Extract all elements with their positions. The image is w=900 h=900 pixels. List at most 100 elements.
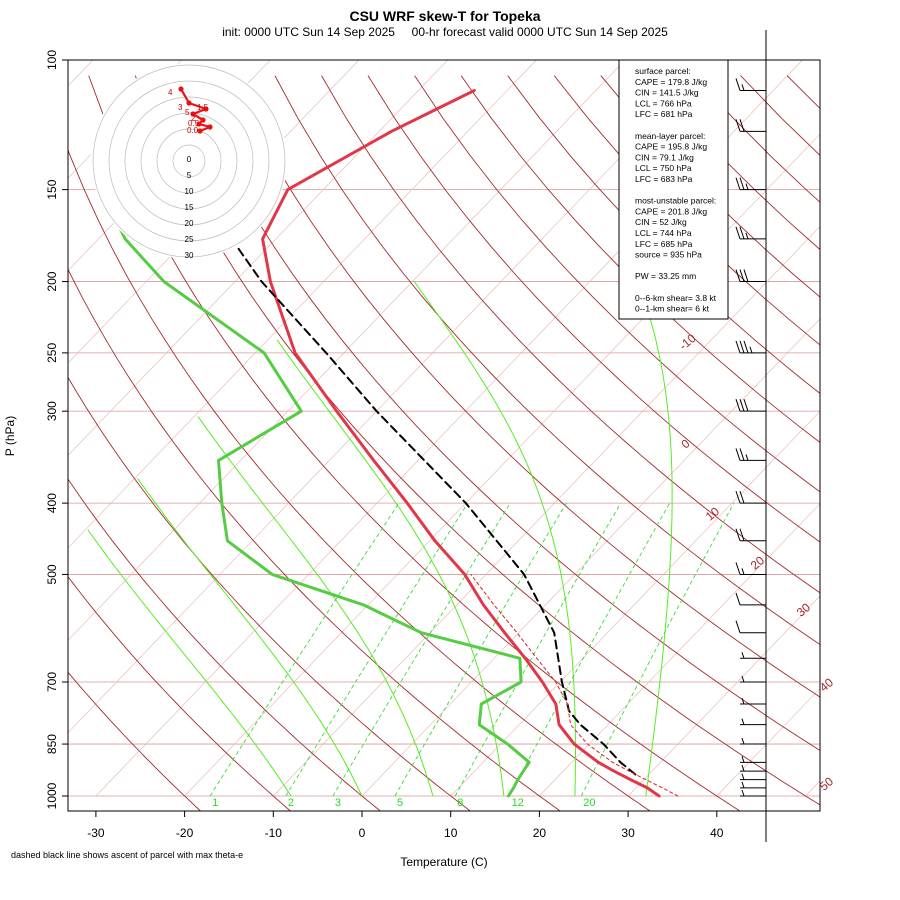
wind-barb bbox=[740, 781, 766, 789]
info-box-line: CAPE = 179.8 J/kg bbox=[635, 77, 707, 87]
info-box-line: CAPE = 195.8 J/kg bbox=[635, 142, 707, 152]
x-tick-label: 20 bbox=[533, 826, 547, 840]
x-tick-label: 40 bbox=[710, 826, 724, 840]
dry-adiabat bbox=[68, 478, 382, 811]
hodograph-point-label: 0.0 bbox=[187, 126, 199, 135]
wind-barb bbox=[735, 562, 766, 575]
isotherm-10 bbox=[450, 410, 820, 797]
isotherm--20 bbox=[184, 133, 820, 797]
info-box-line: LCL = 766 hPa bbox=[635, 98, 692, 108]
hodograph-ring-label: 5 bbox=[187, 171, 192, 180]
info-box-line: mean-layer parcel: bbox=[635, 131, 705, 141]
wind-barb bbox=[735, 340, 766, 354]
wind-barb bbox=[740, 737, 766, 745]
hodograph-ring-label: 10 bbox=[185, 187, 194, 196]
wind-barb bbox=[740, 789, 766, 797]
mixing-ratio-line bbox=[394, 502, 567, 797]
isotherm--40 bbox=[68, 60, 714, 734]
mixing-ratio-label: 20 bbox=[583, 797, 595, 809]
hodograph-point bbox=[203, 106, 209, 112]
y-tick-label: 1000 bbox=[45, 782, 59, 809]
dry-adiabat bbox=[414, 75, 820, 493]
isotherm-60 bbox=[894, 60, 900, 796]
moist-adiabat bbox=[197, 416, 434, 797]
info-box-line: LCL = 744 hPa bbox=[635, 228, 692, 238]
dry-adiabat bbox=[227, 75, 820, 698]
wind-barb bbox=[735, 269, 766, 283]
virtual-temperature-line bbox=[470, 573, 679, 797]
wind-barb bbox=[740, 697, 766, 705]
profiles bbox=[100, 89, 679, 798]
isotherm--70 bbox=[68, 60, 448, 456]
wind-barb bbox=[735, 78, 766, 91]
hodograph-ring-label: 20 bbox=[185, 219, 194, 228]
hodograph-point-label: 1.5 bbox=[197, 103, 209, 112]
dry-adiabat bbox=[367, 75, 820, 543]
x-tick-label: 30 bbox=[621, 826, 635, 840]
wind-barb bbox=[735, 448, 766, 461]
wind-barb bbox=[735, 119, 766, 132]
wind-barb bbox=[735, 226, 766, 240]
x-tick-label: -10 bbox=[265, 826, 283, 840]
hodograph-point bbox=[178, 86, 184, 92]
isotherm--10 bbox=[273, 226, 820, 797]
info-box-line: 0--1-km shear= 6 kt bbox=[635, 304, 710, 314]
isotherm-30 bbox=[627, 595, 820, 797]
hodograph-background bbox=[91, 63, 287, 259]
moist-adiabat bbox=[413, 281, 576, 796]
hodograph-point-label: 5 bbox=[185, 108, 190, 117]
dry-adiabat bbox=[68, 268, 561, 811]
page-title: CSU WRF skew-T for Topeka bbox=[349, 8, 541, 24]
info-box-line: most-unstable parcel: bbox=[635, 196, 716, 206]
info-box-line: LCL = 750 hPa bbox=[635, 163, 692, 173]
parcel-ascent-line bbox=[230, 237, 637, 776]
wind-barb bbox=[735, 399, 766, 412]
hodograph-point-label: 2 bbox=[191, 114, 196, 123]
wind-barb bbox=[735, 490, 766, 504]
x-tick-label: -20 bbox=[176, 826, 194, 840]
hodograph-ring bbox=[92, 64, 286, 258]
hodograph-ring bbox=[172, 144, 206, 178]
mixing-ratio-label: 12 bbox=[512, 797, 524, 809]
dewpoint-profile bbox=[100, 188, 531, 798]
dry-adiabat bbox=[460, 75, 820, 443]
info-box-line: CIN = 52 J/kg bbox=[635, 217, 687, 227]
y-tick-label: 200 bbox=[45, 271, 59, 291]
x-axis-label: Temperature (C) bbox=[400, 855, 487, 869]
mixing-ratio-label: 3 bbox=[335, 797, 341, 809]
moist-adiabat bbox=[276, 339, 505, 797]
dry-adiabat bbox=[834, 76, 900, 812]
info-box-line: CAPE = 201.8 J/kg bbox=[635, 206, 707, 216]
mixing-ratio-line bbox=[285, 502, 469, 797]
hodograph-point bbox=[190, 111, 196, 117]
wind-barb bbox=[740, 773, 766, 781]
hodograph-ring bbox=[124, 96, 254, 226]
footnote: dashed black line shows ascent of parcel… bbox=[11, 850, 243, 860]
info-box-line: CIN = 141.5 J/kg bbox=[635, 88, 699, 98]
info-box-line: surface parcel: bbox=[635, 66, 691, 76]
moist-adiabat bbox=[136, 477, 363, 797]
axes: -30 -20 -10 0 10 20 30 401001502002503004005007… bbox=[45, 50, 724, 840]
info-box-frame bbox=[618, 59, 729, 320]
dry-adiabat bbox=[68, 148, 651, 811]
y-tick-label: 300 bbox=[45, 401, 59, 421]
hodograph-ring-label: 15 bbox=[185, 203, 194, 212]
hodograph-point bbox=[197, 128, 203, 134]
info-box-line: LFC = 681 hPa bbox=[635, 109, 693, 119]
moist-adiabat bbox=[87, 529, 292, 797]
dry-adiabat bbox=[274, 75, 820, 646]
dry-adiabat bbox=[507, 75, 820, 395]
page-subtitle: init: 0000 UTC Sun 14 Sep 2025 00-hr for… bbox=[222, 25, 668, 39]
hodograph-point-label: 0.5 bbox=[188, 119, 200, 128]
y-tick-label: 850 bbox=[45, 734, 59, 754]
hodograph-point bbox=[186, 100, 192, 106]
hodograph-ring bbox=[156, 128, 222, 194]
info-box-line: source = 935 hPa bbox=[635, 250, 702, 260]
info-box-line: LFC = 683 hPa bbox=[635, 174, 693, 184]
y-tick-label: 500 bbox=[45, 564, 59, 584]
wind-barb bbox=[735, 528, 766, 542]
dry-adiabat bbox=[68, 376, 471, 811]
mixing-ratio-line bbox=[209, 502, 400, 797]
dry-adiabat bbox=[88, 75, 741, 811]
